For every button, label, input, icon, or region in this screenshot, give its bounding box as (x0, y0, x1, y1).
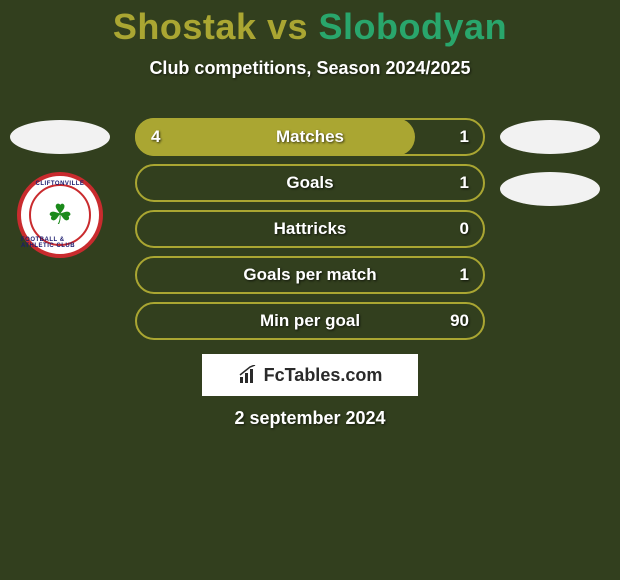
bar-chart-icon (238, 365, 260, 385)
page-title: Shostak vs Slobodyan (0, 0, 620, 48)
bar-label: Matches (276, 127, 344, 147)
bar-right-value: 1 (460, 127, 469, 147)
watermark-text: FcTables.com (264, 365, 383, 386)
date-label: 2 september 2024 (234, 408, 385, 429)
bar-label: Hattricks (274, 219, 347, 239)
crest-text-top: CLIFTONVILLE (36, 181, 85, 187)
bar-row: Goals per match 1 (135, 256, 485, 294)
bar-right-value: 0 (460, 219, 469, 239)
cliftonville-crest: CLIFTONVILLE ☘ FOOTBALL & ATHLETIC CLUB (17, 172, 103, 258)
title-left: Shostak (113, 6, 257, 47)
shamrock-icon: ☘ (47, 201, 72, 229)
team-logo-placeholder (10, 120, 110, 154)
bar-row: 4 Matches 1 (135, 118, 485, 156)
team-logo-placeholder (500, 120, 600, 154)
crest-text-bottom: FOOTBALL & ATHLETIC CLUB (21, 237, 99, 249)
comparison-bars: 4 Matches 1 Goals 1 Hattricks 0 Goals pe… (135, 118, 485, 340)
bar-label: Goals per match (243, 265, 376, 285)
watermark[interactable]: FcTables.com (202, 354, 418, 396)
bar-row: Min per goal 90 (135, 302, 485, 340)
bar-right-value: 1 (460, 265, 469, 285)
bar-row: Goals 1 (135, 164, 485, 202)
left-logo-column: CLIFTONVILLE ☘ FOOTBALL & ATHLETIC CLUB (10, 120, 110, 258)
title-right: Slobodyan (319, 6, 508, 47)
bar-label: Min per goal (260, 311, 360, 331)
team-logo-placeholder (500, 172, 600, 206)
bar-left-value: 4 (151, 127, 160, 147)
bar-right-value: 1 (460, 173, 469, 193)
title-vs: vs (267, 6, 308, 47)
subtitle: Club competitions, Season 2024/2025 (0, 58, 620, 79)
bar-label: Goals (286, 173, 333, 193)
bar-row: Hattricks 0 (135, 210, 485, 248)
right-logo-column (500, 120, 600, 206)
bar-right-value: 90 (450, 311, 469, 331)
